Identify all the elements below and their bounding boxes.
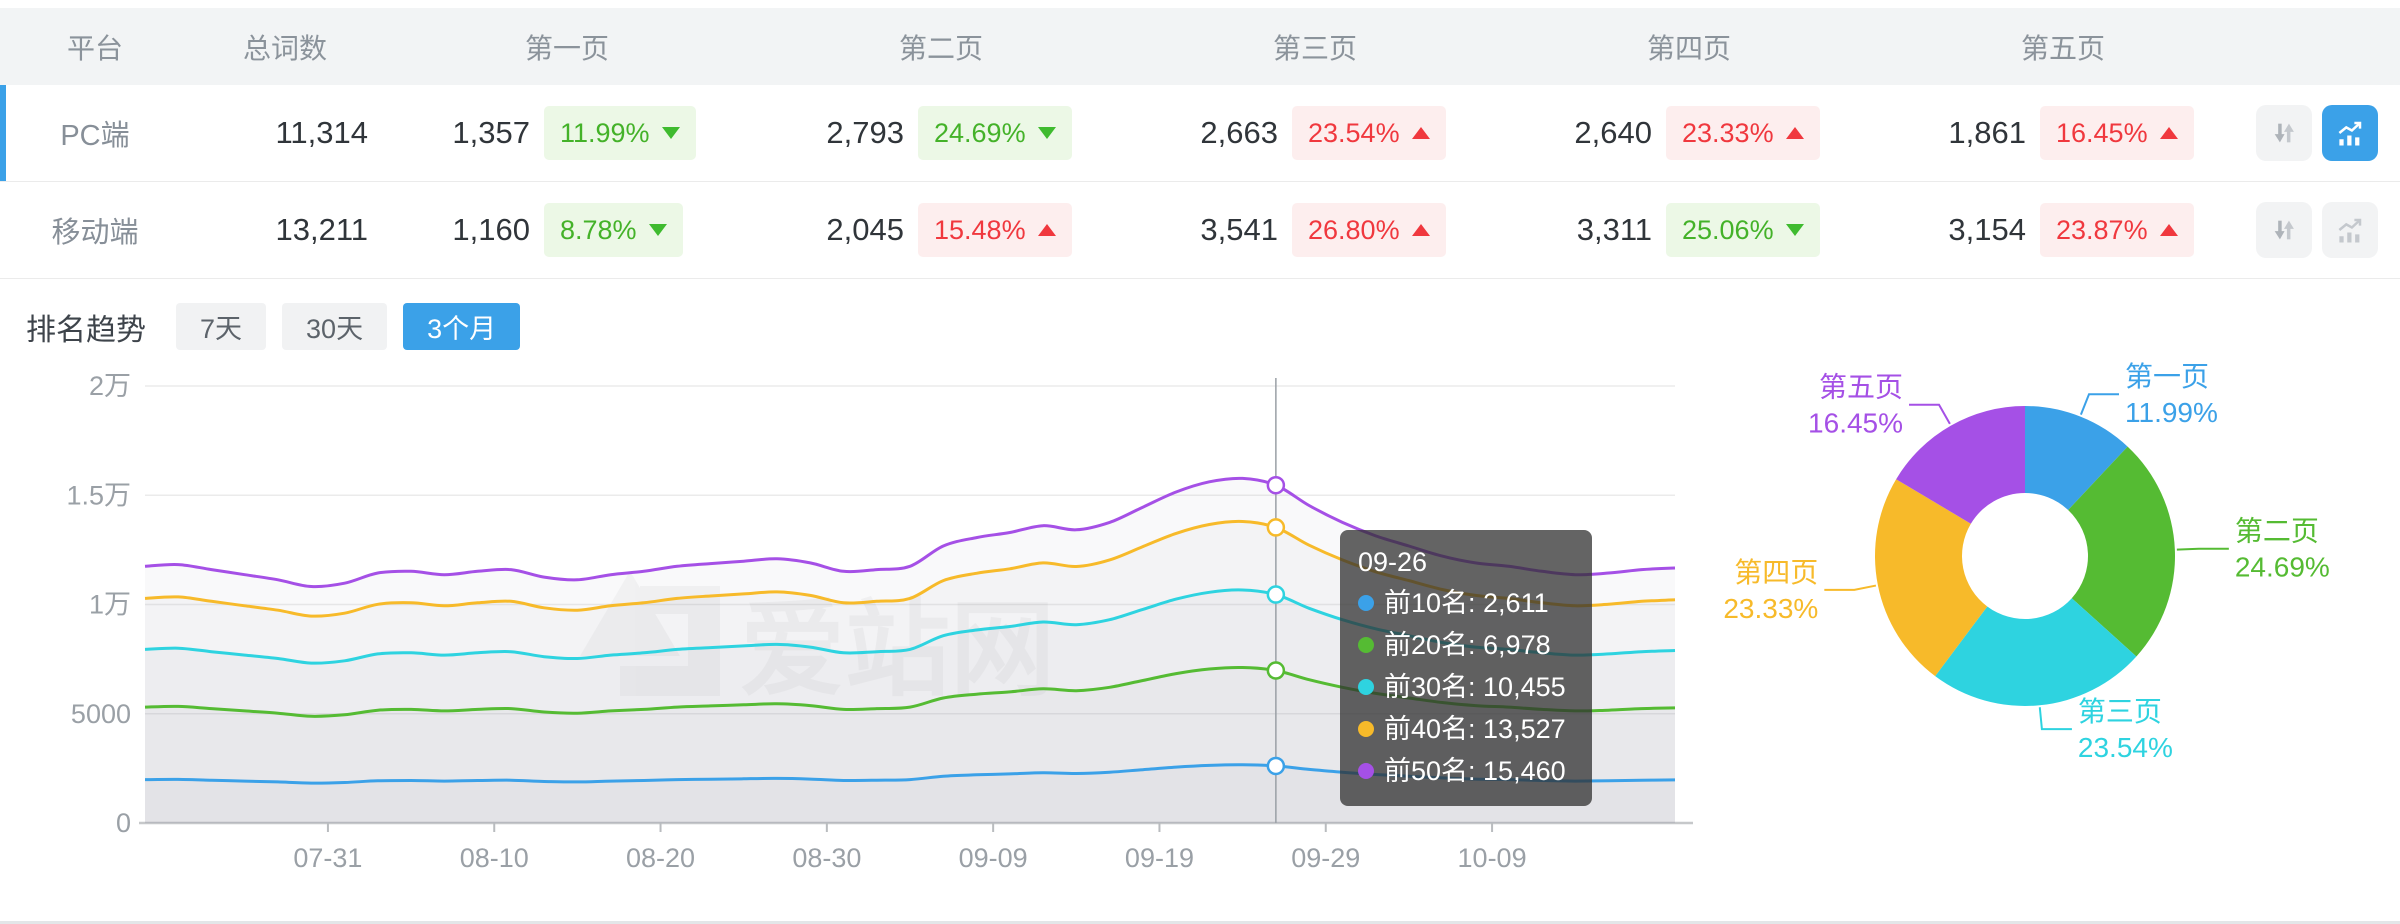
page3-change-badge: 26.80% — [1292, 203, 1446, 257]
page3-change-badge: 23.54% — [1292, 106, 1446, 160]
triangle-icon — [661, 127, 680, 139]
svg-text:1.5万: 1.5万 — [66, 480, 131, 510]
svg-text:第一页: 第一页 — [2125, 361, 2209, 392]
triangle-icon — [1785, 127, 1804, 139]
sort-arrows-button[interactable] — [2256, 105, 2312, 161]
sort-arrows-icon — [2274, 123, 2294, 143]
svg-text:09-19: 09-19 — [1125, 843, 1194, 873]
tab-3-months[interactable]: 3个月 — [403, 303, 521, 350]
svg-text:08-30: 08-30 — [792, 843, 861, 873]
charts-area: 050001万1.5万2万爱站网07-3108-1008-2008-3009-0… — [0, 356, 2400, 921]
triangle-icon — [648, 224, 667, 236]
table-header-row: 平台 总词数 第一页 第二页 第三页 第四页 第五页 — [0, 8, 2400, 85]
triangle-icon — [1037, 127, 1056, 139]
table-row-pc[interactable]: PC端 11,314 1,357 11.99% 2,793 24.69% 2,6… — [0, 85, 2400, 182]
page5-cell: 3,154 23.87% — [1876, 203, 2250, 257]
page3-cell: 2,663 23.54% — [1128, 106, 1502, 160]
svg-text:10-09: 10-09 — [1458, 843, 1527, 873]
page1-change-badge: 11.99% — [544, 106, 696, 160]
page3-cell: 3,541 26.80% — [1128, 203, 1502, 257]
page3-count: 2,663 — [1200, 115, 1278, 150]
svg-text:第四页: 第四页 — [1734, 557, 1818, 588]
row-actions — [2250, 105, 2400, 161]
col-header-total-words: 总词数 — [242, 32, 327, 64]
page5-count: 1,861 — [1948, 115, 2026, 150]
trend-line-chart[interactable]: 050001万1.5万2万爱站网07-3108-1008-2008-3009-0… — [20, 356, 1700, 916]
col-header-page3: 第三页 — [1272, 32, 1357, 64]
page1-cell: 1,357 11.99% — [380, 106, 754, 160]
sort-arrows-button[interactable] — [2256, 202, 2312, 258]
page4-cell: 2,640 23.33% — [1502, 106, 1876, 160]
page5-count: 3,154 — [1948, 212, 2026, 247]
svg-text:09-09: 09-09 — [959, 843, 1028, 873]
svg-text:0: 0 — [116, 808, 131, 838]
triangle-icon — [2159, 127, 2178, 139]
page2-count: 2,793 — [826, 115, 904, 150]
col-header-page4: 第四页 — [1646, 32, 1731, 64]
page1-count: 1,160 — [452, 212, 530, 247]
page5-cell: 1,861 16.45% — [1876, 106, 2250, 160]
svg-text:08-20: 08-20 — [626, 843, 695, 873]
page2-change-badge: 24.69% — [918, 106, 1072, 160]
total-words-value: 13,211 — [275, 212, 368, 247]
table-row-mobile[interactable]: 移动端 13,211 1,160 8.78% 2,045 15.48% 3,54… — [0, 182, 2400, 279]
page5-change-badge: 16.45% — [2040, 106, 2194, 160]
svg-text:第二页: 第二页 — [2235, 516, 2319, 547]
top-strip — [0, 0, 2400, 8]
col-header-page5: 第五页 — [2020, 32, 2105, 64]
svg-text:11.99%: 11.99% — [2125, 397, 2218, 428]
trend-chart-icon — [2338, 121, 2362, 146]
triangle-icon — [1785, 224, 1804, 236]
page2-cell: 2,793 24.69% — [754, 106, 1128, 160]
page4-cell: 3,311 25.06% — [1502, 203, 1876, 257]
svg-text:第五页: 第五页 — [1819, 372, 1903, 403]
page4-change-badge: 23.33% — [1666, 106, 1820, 160]
platform-label: 移动端 — [51, 217, 139, 249]
col-header-page1: 第一页 — [524, 32, 609, 64]
page1-cell: 1,160 8.78% — [380, 203, 754, 257]
svg-text:09-29: 09-29 — [1291, 843, 1360, 873]
svg-text:07-31: 07-31 — [293, 843, 362, 873]
tab-7-days[interactable]: 7天 — [176, 303, 267, 350]
trend-section-title: 排名趋势 — [26, 313, 146, 347]
page1-count: 1,357 — [452, 115, 530, 150]
trend-toolbar: 排名趋势 7天 30天 3个月 — [0, 279, 2400, 350]
page2-cell: 2,045 15.48% — [754, 203, 1128, 257]
page1-change-badge: 8.78% — [544, 203, 683, 257]
page3-count: 3,541 — [1200, 212, 1278, 247]
platform-label: PC端 — [60, 120, 130, 152]
triangle-icon — [2159, 224, 2178, 236]
col-header-platform: 平台 — [66, 32, 123, 64]
svg-text:第三页: 第三页 — [2078, 696, 2162, 727]
page4-count: 2,640 — [1574, 115, 1652, 150]
triangle-icon — [1411, 127, 1430, 139]
svg-text:08-10: 08-10 — [460, 843, 529, 873]
sort-arrows-icon — [2274, 220, 2294, 240]
svg-text:5000: 5000 — [71, 699, 131, 729]
total-words-value: 11,314 — [275, 115, 368, 150]
show-trend-chart-button[interactable] — [2322, 202, 2378, 258]
page4-change-badge: 25.06% — [1666, 203, 1820, 257]
svg-text:23.33%: 23.33% — [1723, 593, 1818, 624]
page2-change-badge: 15.48% — [918, 203, 1072, 257]
page-distribution-donut-chart[interactable]: 第一页 11.99% 第二页 24.69% 第三页 23.54% 第四页 23.33% 第五页 1… — [1700, 356, 2400, 916]
page5-change-badge: 23.87% — [2040, 203, 2194, 257]
show-trend-chart-button[interactable] — [2322, 105, 2378, 161]
tab-30-days[interactable]: 30天 — [282, 303, 388, 350]
triangle-icon — [1037, 224, 1056, 236]
row-actions — [2250, 202, 2400, 258]
page4-count: 3,311 — [1576, 212, 1652, 247]
col-header-page2: 第二页 — [898, 32, 983, 64]
svg-text:24.69%: 24.69% — [2235, 552, 2330, 583]
svg-text:23.54%: 23.54% — [2078, 732, 2173, 763]
triangle-icon — [1411, 224, 1430, 236]
page2-count: 2,045 — [826, 212, 904, 247]
svg-text:2万: 2万 — [89, 371, 131, 401]
trend-chart-icon — [2338, 218, 2362, 243]
svg-text:1万: 1万 — [89, 590, 131, 620]
svg-text:16.45%: 16.45% — [1808, 408, 1903, 439]
